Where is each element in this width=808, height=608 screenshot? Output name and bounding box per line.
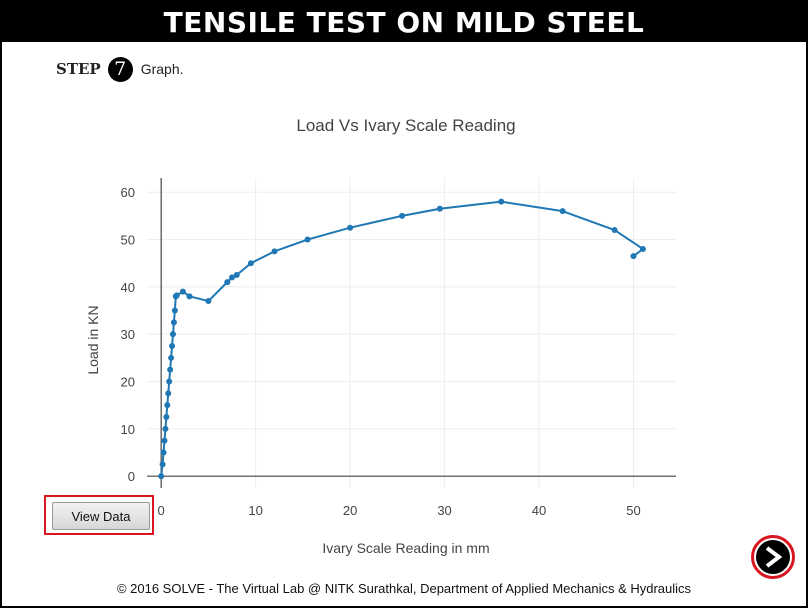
view-data-highlight — [44, 495, 154, 535]
y-tick-label: 10 — [121, 422, 135, 437]
data-point — [271, 248, 278, 255]
data-point — [247, 260, 254, 267]
data-point — [186, 293, 193, 300]
data-point — [233, 272, 240, 279]
data-point — [162, 425, 169, 432]
data-point — [559, 208, 566, 215]
data-point — [611, 227, 618, 234]
data-point — [399, 212, 406, 219]
data-point — [159, 461, 166, 468]
y-tick-label: 20 — [121, 375, 135, 390]
chart-series — [158, 198, 646, 480]
data-point — [205, 298, 212, 305]
step-number-badge: 7 — [107, 56, 133, 82]
page-title: TENSILE TEST ON MILD STEEL — [2, 2, 806, 42]
data-point — [170, 319, 177, 326]
data-point — [304, 236, 311, 243]
step-description: Graph. — [140, 61, 184, 77]
chart-tick-labels: 0 10 20 30 40 50 0 10 20 30 40 50 60 — [121, 185, 641, 518]
y-tick-label: 40 — [121, 280, 135, 295]
y-axis-title: Load in KN — [85, 305, 101, 374]
data-point — [347, 224, 354, 231]
data-point — [166, 378, 173, 385]
footer-copyright: © 2016 SOLVE - The Virtual Lab @ NITK Su… — [116, 581, 692, 596]
y-tick-label: 30 — [121, 327, 135, 342]
chart-grid — [147, 178, 676, 488]
data-point — [160, 449, 167, 456]
data-point — [171, 307, 178, 314]
data-point — [169, 331, 176, 338]
data-point — [179, 288, 186, 295]
data-point — [158, 473, 165, 480]
step-indicator: STEP 7 Graph. — [56, 56, 184, 82]
data-point — [224, 279, 231, 286]
x-tick-label: 40 — [532, 503, 546, 518]
data-point — [161, 437, 168, 444]
y-tick-label: 0 — [128, 469, 135, 484]
data-point — [639, 245, 646, 252]
data-point — [229, 274, 236, 281]
x-tick-label: 10 — [248, 503, 262, 518]
data-point — [436, 205, 443, 212]
x-tick-label: 30 — [437, 503, 451, 518]
data-point — [498, 198, 505, 205]
data-point — [169, 343, 176, 350]
x-tick-label: 50 — [626, 503, 640, 518]
data-point — [630, 253, 637, 260]
data-point — [173, 292, 180, 299]
view-data-button[interactable]: View Data — [52, 502, 150, 530]
y-tick-label: 50 — [121, 233, 135, 248]
series-line — [160, 200, 644, 477]
data-point — [165, 390, 172, 397]
next-arrow-icon — [756, 540, 790, 574]
data-point — [164, 402, 171, 409]
y-tick-label: 60 — [121, 185, 135, 200]
chart-title: Load Vs Ivary Scale Reading — [296, 116, 515, 135]
x-tick-label: 0 — [158, 503, 165, 518]
step-label: STEP — [56, 60, 101, 78]
x-axis-title: Ivary Scale Reading in mm — [322, 540, 489, 556]
chart-axes — [147, 178, 676, 488]
next-button[interactable] — [751, 535, 795, 579]
data-point — [168, 354, 175, 361]
x-tick-label: 20 — [343, 503, 357, 518]
data-point — [167, 366, 174, 373]
data-point — [163, 414, 170, 421]
